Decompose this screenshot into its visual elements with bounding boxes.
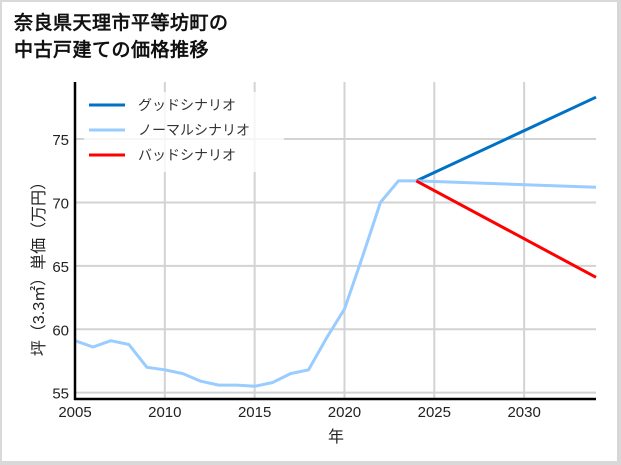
legend-label: ノーマルシナリオ: [138, 122, 250, 138]
y-tick-label: 70: [52, 195, 69, 212]
chart-title-line-1: 奈良県天理市平等坊町の: [14, 12, 229, 34]
y-tick-label: 65: [52, 259, 69, 276]
legend-label: バッドシナリオ: [138, 147, 236, 163]
series-line: [415, 179, 597, 279]
tick-labels: 2005 2010 2015 2020 2025 2030 55 60 65 70 75: [52, 132, 541, 421]
x-tick-label: 2005: [58, 404, 91, 421]
chart-title: 奈良県天理市平等坊町の 中古戸建ての価格推移: [14, 10, 229, 64]
y-axis-label: 坪（3.3㎡）単価（万円）: [30, 174, 48, 356]
axes: [73, 82, 596, 401]
x-tick-label: 2010: [148, 404, 181, 421]
y-tick-label: 75: [52, 132, 69, 149]
x-tick-label: 2030: [507, 404, 540, 421]
y-tick-label: 60: [52, 322, 69, 339]
y-tick-label: 55: [52, 386, 69, 403]
chart-title-line-2: 中古戸建ての価格推移: [14, 39, 210, 61]
x-tick-label: 2025: [418, 404, 451, 421]
series-lines: [74, 95, 597, 388]
x-tick-label: 2015: [238, 404, 271, 421]
series-line: [74, 179, 597, 388]
legend-label: グッドシナリオ: [138, 97, 236, 113]
x-tick-label: 2020: [328, 404, 361, 421]
series-line: [415, 95, 597, 183]
x-axis-label: 年: [328, 428, 344, 446]
